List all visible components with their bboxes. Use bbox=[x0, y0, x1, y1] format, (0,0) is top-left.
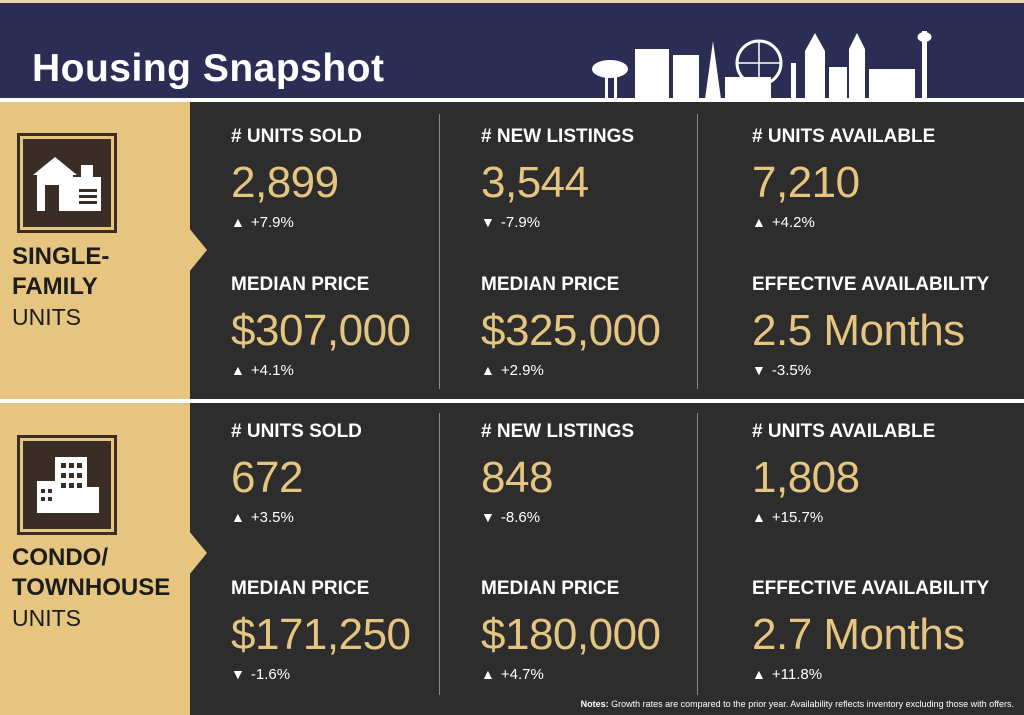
label-line-2: TOWNHOUSE bbox=[12, 574, 171, 601]
footnote: Notes: Growth rates are compared to the … bbox=[581, 699, 1014, 709]
metric-median-price-listings: MEDIAN PRICE $325,000 ▲ +2.9% bbox=[481, 274, 661, 379]
trend-arrow-icon: ▼ bbox=[752, 362, 766, 378]
metric-value: 848 bbox=[481, 453, 553, 502]
trend-arrow-icon: ▲ bbox=[231, 362, 245, 378]
metric-median-price: MEDIAN PRICE $307,000 ▲ +4.1% bbox=[231, 274, 411, 379]
metric-title: # UNITS SOLD bbox=[231, 421, 362, 442]
trend-arrow-icon: ▼ bbox=[481, 214, 495, 230]
skyline-icon bbox=[592, 31, 932, 99]
label-line-2: FAMILY bbox=[12, 273, 98, 300]
metric-title: MEDIAN PRICE bbox=[231, 578, 370, 599]
section-single-family: SINGLE- FAMILY UNITS # UNITS SOLD 2,899 … bbox=[0, 102, 1024, 399]
trend-arrow-icon: ▲ bbox=[752, 666, 766, 682]
trend-arrow-icon: ▲ bbox=[752, 509, 766, 525]
metric-title: # UNITS SOLD bbox=[231, 126, 362, 147]
metric-change: ▲ +4.7% bbox=[481, 666, 544, 683]
metric-effective-availability: EFFECTIVE AVAILABILITY 2.5 Months ▼ -3.5% bbox=[752, 274, 989, 379]
metric-title: # NEW LISTINGS bbox=[481, 126, 635, 147]
metric-value: 7,210 bbox=[752, 158, 860, 207]
metric-value: $171,250 bbox=[231, 610, 411, 659]
label-line-3: UNITS bbox=[12, 304, 81, 330]
metric-title: MEDIAN PRICE bbox=[231, 274, 370, 295]
metric-title: EFFECTIVE AVAILABILITY bbox=[752, 274, 990, 295]
metric-median-price-listings: MEDIAN PRICE $180,000 ▲ +4.7% bbox=[481, 578, 661, 683]
metric-title: # UNITS AVAILABLE bbox=[752, 126, 936, 147]
label-line-1: CONDO/ bbox=[12, 544, 108, 571]
metric-value: 672 bbox=[231, 453, 303, 502]
metric-value: 2,899 bbox=[231, 158, 339, 207]
metric-change: ▼ -8.6% bbox=[481, 509, 541, 526]
metric-value: 2.7 Months bbox=[752, 610, 965, 659]
section-divider bbox=[0, 399, 1024, 403]
page-title: Housing Snapshot bbox=[32, 47, 385, 90]
metric-median-price: MEDIAN PRICE $171,250 ▼ -1.6% bbox=[231, 578, 411, 683]
metric-title: MEDIAN PRICE bbox=[481, 274, 620, 295]
metric-change: ▲ +11.8% bbox=[752, 666, 823, 683]
metric-value: 3,544 bbox=[481, 158, 589, 207]
label-line-1: SINGLE- bbox=[12, 243, 110, 270]
metric-value: $180,000 bbox=[481, 610, 661, 659]
metric-units-sold: # UNITS SOLD 672 ▲ +3.5% bbox=[231, 421, 362, 526]
footnote-label: Notes: bbox=[580, 699, 609, 709]
metric-units-available: # UNITS AVAILABLE 7,210 ▲ +4.2% bbox=[752, 126, 935, 231]
trend-arrow-icon: ▲ bbox=[231, 214, 245, 230]
trend-arrow-icon: ▼ bbox=[231, 666, 245, 682]
metric-value: 1,808 bbox=[752, 453, 860, 502]
trend-arrow-icon: ▲ bbox=[752, 214, 766, 230]
column-divider bbox=[697, 114, 698, 389]
trend-arrow-icon: ▲ bbox=[231, 509, 245, 525]
metric-change: ▼ -7.9% bbox=[481, 214, 541, 231]
footnote-text: Growth rates are compared to the prior y… bbox=[608, 699, 1014, 709]
section-label: CONDO/ TOWNHOUSE UNITS bbox=[12, 543, 170, 633]
metric-change: ▲ +3.5% bbox=[231, 509, 294, 526]
metric-change: ▲ +7.9% bbox=[231, 214, 294, 231]
metric-change: ▼ -1.6% bbox=[231, 666, 291, 683]
metric-units-available: # UNITS AVAILABLE 1,808 ▲ +15.7% bbox=[752, 421, 935, 526]
metric-change: ▲ +15.7% bbox=[752, 509, 824, 526]
metric-value: 2.5 Months bbox=[752, 306, 965, 355]
column-divider bbox=[697, 413, 698, 695]
trend-arrow-icon: ▲ bbox=[481, 666, 495, 682]
header-divider bbox=[0, 98, 1024, 102]
metric-change: ▲ +4.2% bbox=[752, 214, 815, 231]
metric-title: EFFECTIVE AVAILABILITY bbox=[752, 578, 990, 599]
label-line-3: UNITS bbox=[12, 605, 81, 631]
metric-effective-availability: EFFECTIVE AVAILABILITY 2.7 Months ▲ +11.8… bbox=[752, 578, 989, 683]
column-divider bbox=[439, 114, 440, 389]
section-condo-townhouse: CONDO/ TOWNHOUSE UNITS # UNITS SOLD 672 … bbox=[0, 403, 1024, 715]
metric-units-sold: # UNITS SOLD 2,899 ▲ +7.9% bbox=[231, 126, 362, 231]
metric-new-listings: # NEW LISTINGS 3,544 ▼ -7.9% bbox=[481, 126, 634, 231]
metric-change: ▲ +4.1% bbox=[231, 362, 294, 379]
metric-title: # NEW LISTINGS bbox=[481, 421, 635, 442]
house-icon bbox=[17, 133, 117, 233]
label-arrow bbox=[189, 531, 207, 575]
metric-value: $325,000 bbox=[481, 306, 661, 355]
header-banner: Housing Snapshot bbox=[0, 0, 1024, 100]
building-icon bbox=[17, 435, 117, 535]
label-arrow bbox=[189, 228, 207, 272]
trend-arrow-icon: ▼ bbox=[481, 509, 495, 525]
metric-title: MEDIAN PRICE bbox=[481, 578, 620, 599]
metric-value: $307,000 bbox=[231, 306, 411, 355]
metric-title: # UNITS AVAILABLE bbox=[752, 421, 936, 442]
section-label: SINGLE- FAMILY UNITS bbox=[12, 242, 109, 332]
metric-change: ▼ -3.5% bbox=[752, 362, 812, 379]
metric-new-listings: # NEW LISTINGS 848 ▼ -8.6% bbox=[481, 421, 634, 526]
metric-change: ▲ +2.9% bbox=[481, 362, 544, 379]
trend-arrow-icon: ▲ bbox=[481, 362, 495, 378]
column-divider bbox=[439, 413, 440, 695]
